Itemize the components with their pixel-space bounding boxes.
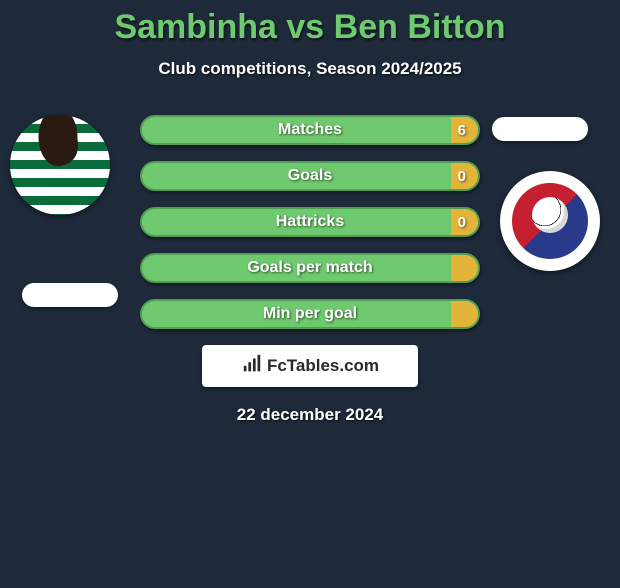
vs-text: vs [286,8,324,46]
stat-bar: Goals0 [140,161,480,191]
stat-bar: Goals per match [140,253,480,283]
stat-label: Goals per match [142,255,478,281]
stat-label: Goals [142,163,478,189]
brand-text: FcTables.com [267,356,379,376]
chart-icon [241,353,263,380]
stat-value-right: 0 [458,163,466,189]
stat-label: Min per goal [142,301,478,327]
brand-box: FcTables.com [202,345,418,387]
stat-label: Hattricks [142,209,478,235]
stat-value-right: 6 [458,117,466,143]
comparison-title: Sambinha vs Ben Bitton [0,8,620,47]
stat-bar: Hattricks0 [140,207,480,237]
stat-value-right: 0 [458,209,466,235]
stat-bar: Min per goal [140,299,480,329]
stat-label: Matches [142,117,478,143]
content-area: Matches6Goals0Hattricks0Goals per matchM… [0,115,620,425]
date-text: 22 december 2024 [0,405,620,425]
player1-team-pill [22,283,118,307]
stats-bars: Matches6Goals0Hattricks0Goals per matchM… [140,115,480,329]
stat-bar: Matches6 [140,115,480,145]
player2-team-pill [492,117,588,141]
player2-club-badge [500,171,600,271]
subtitle: Club competitions, Season 2024/2025 [0,59,620,79]
player1-avatar [10,115,110,215]
player2-name: Ben Bitton [334,8,506,46]
player1-name: Sambinha [114,8,276,46]
